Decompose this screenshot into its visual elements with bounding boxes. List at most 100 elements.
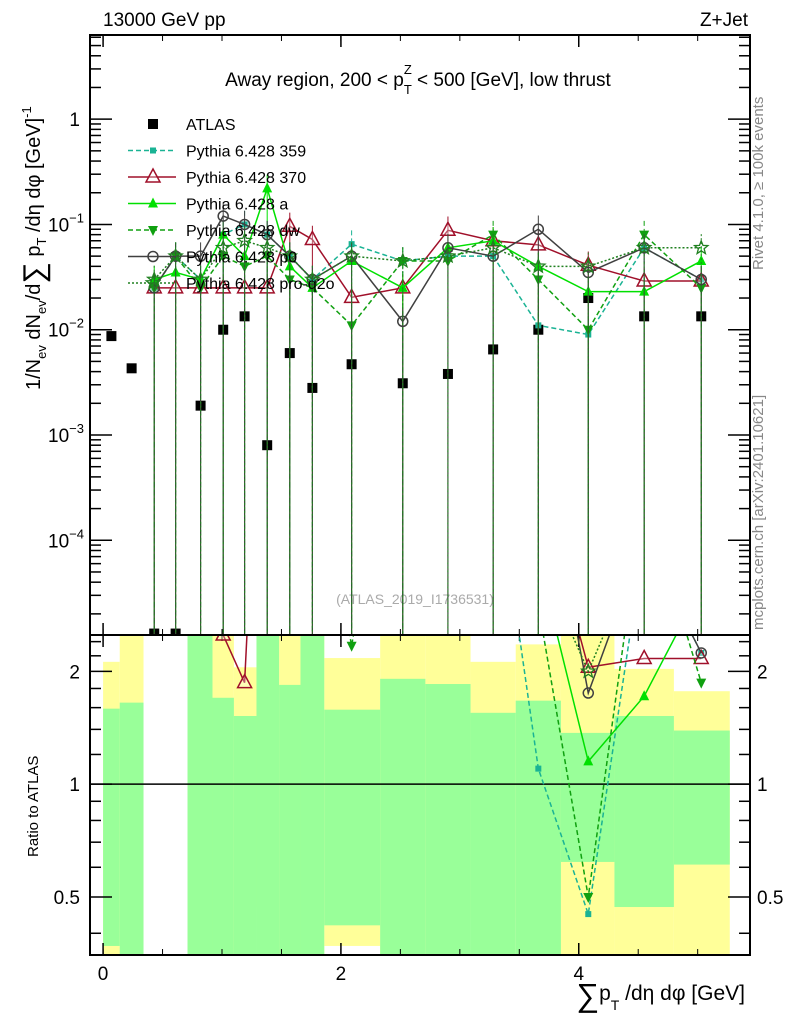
green-band <box>515 700 561 955</box>
series-line <box>153 239 702 281</box>
pythia-6-428-370-marker <box>304 229 321 246</box>
pythia-6-428-370-marker <box>144 167 162 183</box>
ratio-series-4 <box>262 107 707 903</box>
pythia-6-428-pro-q2o-marker <box>258 239 276 255</box>
pythia-6-428-a-marker <box>262 182 273 193</box>
pythia-6-428-dw-marker <box>397 256 408 267</box>
pythia-6-428-p0-marker <box>217 210 229 222</box>
ratio-series-3 <box>556 635 677 766</box>
series-line <box>153 215 702 323</box>
series-0 <box>106 293 707 635</box>
series-5 <box>148 202 707 635</box>
pythia-6-428-370-marker <box>236 673 253 689</box>
y-tick-label: 10−3 <box>48 421 84 447</box>
pythia-6-428-pro-q2o-marker <box>579 257 597 274</box>
green-band <box>256 635 280 955</box>
watermark: (ATLAS_2019_I1736531) <box>336 591 494 607</box>
pythia-6-428-a-marker <box>583 755 594 766</box>
pythia-6-428-359-marker <box>585 911 592 918</box>
ratio-series-5 <box>576 635 707 699</box>
x-tick-label: 4 <box>573 964 584 985</box>
pythia-6-428-a-marker <box>397 281 408 292</box>
legend-label: Pythia 6.428 a <box>186 197 288 214</box>
pythia-6-428-p0-marker <box>582 687 595 699</box>
ratio-y-tick-label: 2 <box>69 662 80 683</box>
pythia-6-428-370-marker <box>281 216 299 233</box>
pythia-6-428-pro-q2o-marker <box>579 662 597 679</box>
pythia-6-428-pro-q2o-marker <box>192 270 210 287</box>
ratio-y-tick-label: 0.5 <box>54 888 80 909</box>
legend-label: ATLAS <box>186 117 236 134</box>
atlas-marker <box>126 363 137 374</box>
pythia-6-428-dw-marker <box>262 107 272 117</box>
ratio-series-2 <box>214 635 710 689</box>
pythia-6-428-a-marker <box>639 690 650 701</box>
pythia-6-428-pro-q2o-marker <box>343 247 360 264</box>
pythia-6-428-359-marker <box>150 147 156 154</box>
atlas-marker <box>148 119 158 129</box>
pythia-6-428-pro-q2o-marker <box>394 252 412 269</box>
pythia-6-428-pro-q2o-marker <box>236 231 254 248</box>
series-line <box>153 233 702 331</box>
pythia-6-428-370-marker <box>439 220 457 237</box>
pythia-6-428-pro-q2o-marker <box>635 238 653 255</box>
pythia-6-428-dw-marker <box>346 641 357 652</box>
pythia-6-428-dw-marker <box>148 226 158 236</box>
green-band <box>614 715 674 908</box>
ratio-y-tick-label-right: 0.5 <box>757 888 783 909</box>
green-band <box>187 635 213 955</box>
legend-label: Pythia 6.428 359 <box>186 144 306 161</box>
green-band <box>103 708 120 946</box>
ratio-series-6 <box>571 635 605 679</box>
pythia-6-428-p0-marker <box>695 647 707 659</box>
ratio-series-line <box>518 635 702 915</box>
green-band <box>425 684 471 955</box>
pythia-6-428-pro-q2o-marker <box>144 274 162 291</box>
y-tick-label: 10−4 <box>48 526 84 552</box>
x-tick-label: 0 <box>98 964 109 985</box>
green-band <box>212 697 234 955</box>
green-band <box>233 715 257 955</box>
legend-label: Pythia 6.428 dw <box>186 223 300 240</box>
ratio-series-line <box>576 635 702 696</box>
mcplots-label: mcplots.cern.ch [arXiv:2401.10621] <box>750 395 767 630</box>
pythia-6-428-pro-q2o-marker <box>439 247 457 264</box>
green-band <box>300 635 325 955</box>
chart-title: Away region, 200 < pTZ < 500 [GeV], low … <box>225 62 611 97</box>
pythia-6-428-pro-q2o-marker <box>214 239 232 255</box>
pythia-6-428-370-marker <box>214 635 232 641</box>
series-6 <box>145 227 710 635</box>
ratio-frame <box>89 634 751 956</box>
green-band <box>673 730 730 865</box>
series-3 <box>149 174 707 635</box>
legend-label: Pythia 6.428 p0 <box>186 250 297 267</box>
ratio-y-axis-label: Ratio to ATLAS <box>25 756 42 857</box>
x-tick-label: 2 <box>336 964 347 985</box>
legend-label: Pythia 6.428 370 <box>186 170 306 187</box>
green-band <box>470 712 516 955</box>
header-left: 13000 GeV pp <box>103 10 226 31</box>
pythia-6-428-pro-q2o-marker <box>692 238 710 255</box>
header-right: Z+Jet <box>700 10 749 31</box>
green-band <box>324 709 381 926</box>
atlas-marker <box>106 331 117 342</box>
pythia-6-428-a-marker <box>148 197 158 208</box>
pythia-6-428-dw-marker <box>696 678 707 689</box>
y-tick-label: 10−1 <box>48 210 84 236</box>
pythia-6-428-pro-q2o-marker <box>281 247 299 264</box>
y-axis-label: 1/Nev dNev/d∑ pT /dη dφ [GeV]-1 <box>18 106 51 390</box>
ratio-series-line <box>571 635 605 674</box>
series-line <box>153 185 702 293</box>
ratio-series-line <box>222 635 702 683</box>
green-band <box>119 702 144 955</box>
pythia-6-428-370-marker <box>635 648 653 665</box>
x-axis-label: ∑pT /dη dφ [GeV] <box>576 977 745 1013</box>
green-band <box>380 678 426 955</box>
pythia-6-428-p0-marker <box>147 250 159 263</box>
pythia-6-428-p0-marker <box>194 250 207 262</box>
pythia-6-428-pro-q2o-marker <box>145 270 163 287</box>
pythia-6-428-p0-marker <box>532 223 545 236</box>
pythia-6-428-p0-marker <box>238 218 251 231</box>
y-tick-label: 10−2 <box>48 316 84 342</box>
